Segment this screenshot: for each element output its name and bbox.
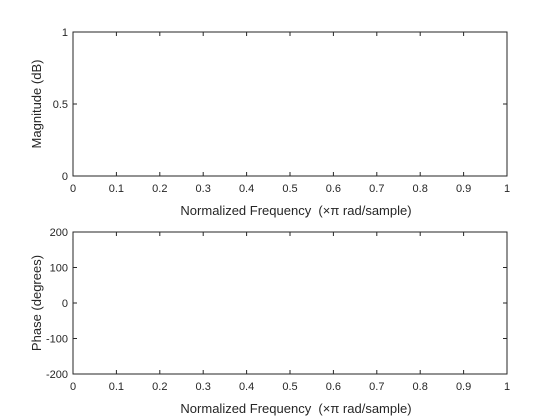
magnitude-x-tick-label: 0.4 bbox=[239, 183, 254, 195]
phase-x-axis-label: Normalized Frequency (×π rad/sample) bbox=[180, 401, 411, 416]
magnitude-x-tick-label: 0.5 bbox=[282, 183, 297, 195]
magnitude-y-tick-label: 0 bbox=[62, 171, 68, 183]
phase-x-tick-label: 0.6 bbox=[326, 381, 341, 393]
magnitude-x-tick-label: 0.2 bbox=[152, 183, 167, 195]
magnitude-panel: 0 0.1 0.2 0.3 0.4 0.5 0.6 0.7 0.8 0.9 1 0 0.5 1 Normal… bbox=[29, 27, 510, 218]
magnitude-x-tick-label: 0.3 bbox=[196, 183, 211, 195]
phase-x-tick-label: 0.2 bbox=[152, 381, 167, 393]
phase-panel: 0 0.1 0.2 0.3 0.4 0.5 0.6 0.7 0.8 0.9 1 -200 -100 0 10… bbox=[29, 227, 510, 416]
phase-x-tick-label: 0.8 bbox=[413, 381, 428, 393]
magnitude-x-axis-label: Normalized Frequency (×π rad/sample) bbox=[180, 203, 411, 218]
magnitude-x-tick-label: 0.6 bbox=[326, 183, 341, 195]
magnitude-x-tick-label: 0.7 bbox=[369, 183, 384, 195]
phase-x-tick-label: 0.9 bbox=[456, 381, 471, 393]
magnitude-axes-box bbox=[72, 31, 508, 177]
phase-y-tick-label: 0 bbox=[62, 298, 68, 310]
phase-y-tick-label: -200 bbox=[46, 369, 68, 381]
phase-x-tick-label: 1 bbox=[504, 381, 510, 393]
phase-y-tick-label: 200 bbox=[50, 227, 68, 239]
phase-x-tick-label: 0.3 bbox=[196, 381, 211, 393]
phase-x-tick-label: 0 bbox=[70, 381, 76, 393]
magnitude-y-tick-label: 1 bbox=[62, 27, 68, 39]
phase-x-tick-label: 0.4 bbox=[239, 381, 254, 393]
magnitude-x-tick-label: 0.9 bbox=[456, 183, 471, 195]
phase-x-tick-label: 0.1 bbox=[109, 381, 124, 393]
magnitude-x-tick-label: 0.1 bbox=[109, 183, 124, 195]
phase-y-tick-label: 100 bbox=[50, 263, 68, 275]
phase-axes-box bbox=[72, 231, 508, 375]
phase-y-axis-label: Phase (degrees) bbox=[29, 255, 44, 351]
magnitude-x-tick-label: 0.8 bbox=[413, 183, 428, 195]
magnitude-x-tick-label: 0 bbox=[70, 183, 76, 195]
phase-x-tick-label: 0.5 bbox=[282, 381, 297, 393]
magnitude-x-tick-label: 1 bbox=[504, 183, 510, 195]
phase-x-tick-label: 0.7 bbox=[369, 381, 384, 393]
phase-y-tick-label: -100 bbox=[46, 334, 68, 346]
magnitude-y-axis-label: Magnitude (dB) bbox=[29, 60, 44, 149]
magnitude-y-tick-label: 0.5 bbox=[53, 99, 68, 111]
